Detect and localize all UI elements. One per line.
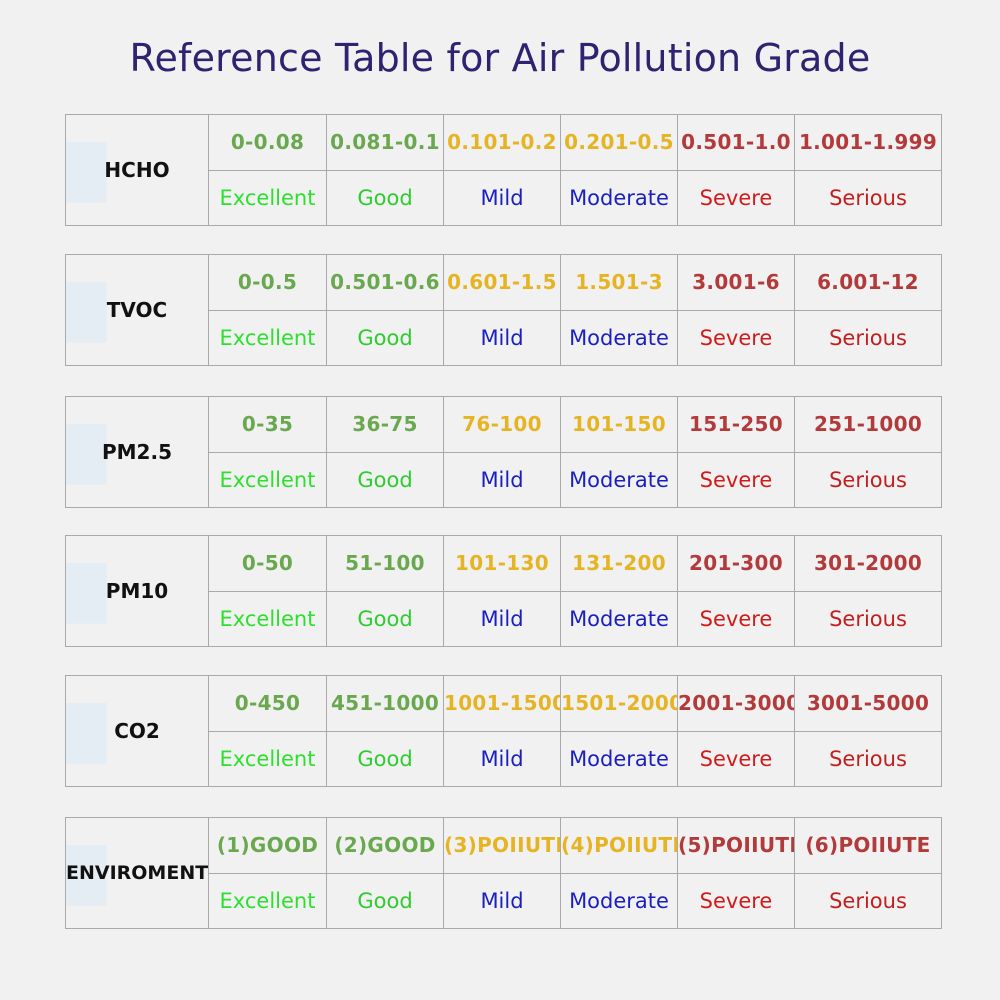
- pollutant-name: PM2.5: [65, 396, 209, 508]
- grade-label: Moderate: [560, 309, 678, 366]
- pollutant-name: TVOC: [65, 254, 209, 366]
- range-cell: 2001-3000: [677, 675, 795, 732]
- grade-label: Moderate: [560, 872, 678, 929]
- grade-label: Mild: [443, 730, 561, 787]
- grade-label: Serious: [794, 169, 942, 226]
- range-cell: (5)POIIUTE: [677, 817, 795, 874]
- grade-table-co2: CO2 0-450 451-1000 1001-1500 1501-2000 2…: [65, 675, 942, 787]
- range-cell: 0-0.5: [208, 254, 327, 311]
- grade-label: Excellent: [208, 169, 327, 226]
- range-cell: (6)POIIUTE: [794, 817, 942, 874]
- range-cell: 0-450: [208, 675, 327, 732]
- grade-label: Moderate: [560, 730, 678, 787]
- range-cell: 0.501-1.0: [677, 114, 795, 171]
- grade-label: Severe: [677, 451, 795, 508]
- grade-label: Mild: [443, 309, 561, 366]
- range-cell: 0-35: [208, 396, 327, 453]
- grade-label: Moderate: [560, 169, 678, 226]
- range-cell: 51-100: [326, 535, 444, 592]
- range-cell: 1.501-3: [560, 254, 678, 311]
- grade-label: Excellent: [208, 309, 327, 366]
- grade-label: Excellent: [208, 872, 327, 929]
- pollutant-name: PM10: [65, 535, 209, 647]
- grade-label: Moderate: [560, 451, 678, 508]
- grade-label: Mild: [443, 169, 561, 226]
- range-cell: 6.001-12: [794, 254, 942, 311]
- grade-label: Excellent: [208, 730, 327, 787]
- grade-table-hcho: HCHO 0-0.08 0.081-0.1 0.101-0.2 0.201-0.…: [65, 114, 942, 226]
- grade-label: Serious: [794, 730, 942, 787]
- range-cell: 101-130: [443, 535, 561, 592]
- grade-label: Serious: [794, 451, 942, 508]
- range-cell: 301-2000: [794, 535, 942, 592]
- range-cell: 0.081-0.1: [326, 114, 444, 171]
- grade-label: Good: [326, 590, 444, 647]
- grade-label: Good: [326, 169, 444, 226]
- grade-label: Severe: [677, 872, 795, 929]
- range-cell: 3.001-6: [677, 254, 795, 311]
- grade-label: Severe: [677, 730, 795, 787]
- range-cell: 0-50: [208, 535, 327, 592]
- grade-label: Severe: [677, 590, 795, 647]
- range-cell: (4)POIIUTE: [560, 817, 678, 874]
- grade-table-environment: ENVIROMENT (1)GOOD (2)GOOD (3)POIIUTE (4…: [65, 817, 942, 929]
- grade-label: Serious: [794, 590, 942, 647]
- range-cell: (1)GOOD: [208, 817, 327, 874]
- grade-label: Good: [326, 451, 444, 508]
- page-title: Reference Table for Air Pollution Grade: [129, 36, 871, 80]
- grade-label: Severe: [677, 169, 795, 226]
- range-cell: 0.501-0.6: [326, 254, 444, 311]
- range-cell: 101-150: [560, 396, 678, 453]
- grade-label: Mild: [443, 451, 561, 508]
- range-cell: 36-75: [326, 396, 444, 453]
- grade-label: Excellent: [208, 451, 327, 508]
- range-cell: (3)POIIUTE: [443, 817, 561, 874]
- grade-table-tvoc: TVOC 0-0.5 0.501-0.6 0.601-1.5 1.501-3 3…: [65, 254, 942, 366]
- range-cell: (2)GOOD: [326, 817, 444, 874]
- range-cell: 1001-1500: [443, 675, 561, 732]
- grade-label: Mild: [443, 590, 561, 647]
- grade-label: Excellent: [208, 590, 327, 647]
- range-cell: 201-300: [677, 535, 795, 592]
- range-cell: 1501-2000: [560, 675, 678, 732]
- range-cell: 0.101-0.2: [443, 114, 561, 171]
- pollutant-name: ENVIROMENT: [65, 817, 209, 929]
- grade-label: Severe: [677, 309, 795, 366]
- range-cell: 151-250: [677, 396, 795, 453]
- grade-label: Good: [326, 309, 444, 366]
- grade-label: Moderate: [560, 590, 678, 647]
- pollutant-name: CO2: [65, 675, 209, 787]
- range-cell: 0-0.08: [208, 114, 327, 171]
- grade-label: Good: [326, 730, 444, 787]
- grade-label: Serious: [794, 309, 942, 366]
- range-cell: 131-200: [560, 535, 678, 592]
- range-cell: 0.201-0.5: [560, 114, 678, 171]
- range-cell: 0.601-1.5: [443, 254, 561, 311]
- grade-label: Serious: [794, 872, 942, 929]
- pollutant-name: HCHO: [65, 114, 209, 226]
- grade-table-pm10: PM10 0-50 51-100 101-130 131-200 201-300…: [65, 535, 942, 647]
- range-cell: 1.001-1.999: [794, 114, 942, 171]
- grade-table-pm25: PM2.5 0-35 36-75 76-100 101-150 151-250 …: [65, 396, 942, 508]
- grade-label: Good: [326, 872, 444, 929]
- range-cell: 3001-5000: [794, 675, 942, 732]
- range-cell: 451-1000: [326, 675, 444, 732]
- grade-label: Mild: [443, 872, 561, 929]
- range-cell: 76-100: [443, 396, 561, 453]
- range-cell: 251-1000: [794, 396, 942, 453]
